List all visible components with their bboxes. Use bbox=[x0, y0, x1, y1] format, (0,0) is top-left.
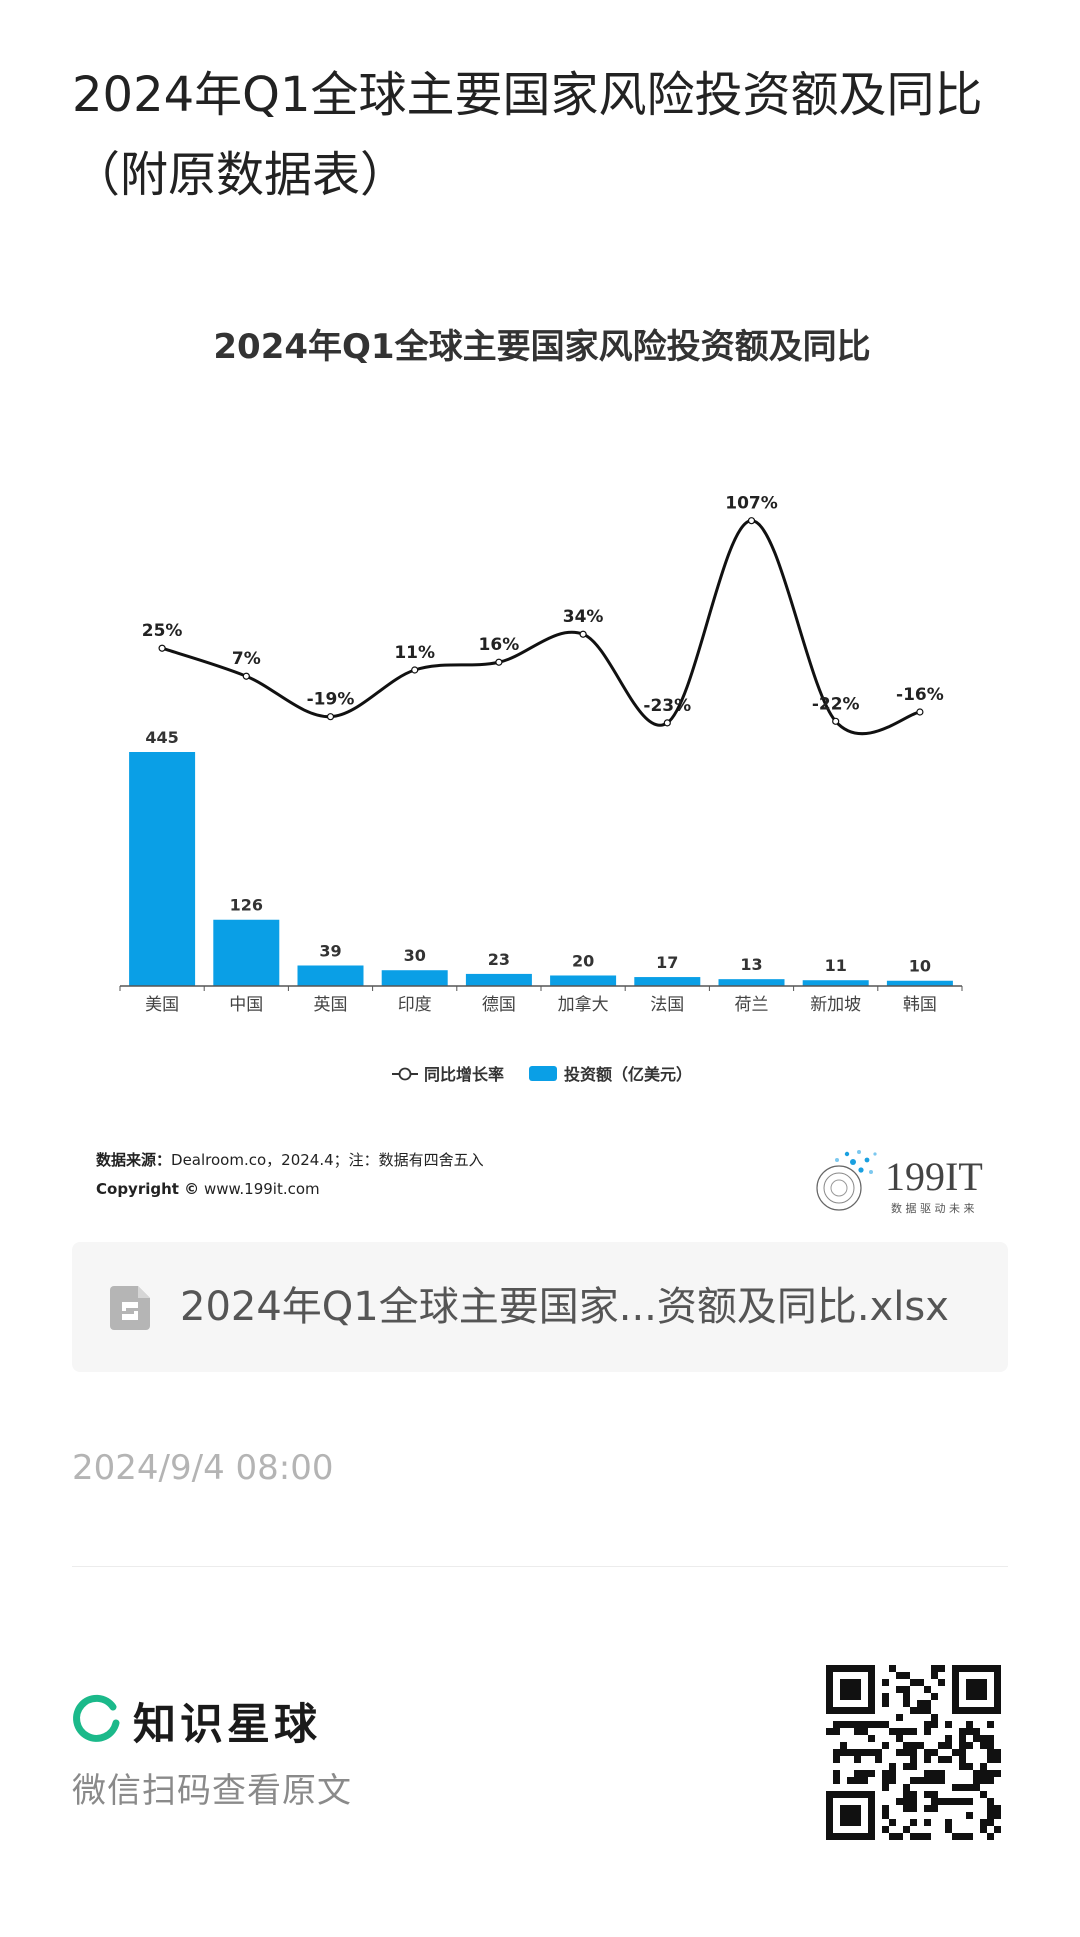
zsxq-logo-icon bbox=[73, 1694, 120, 1742]
category-label: 美国 bbox=[145, 995, 179, 1015]
source-text: Dealroom.co，2024.4；注：数据有四舍五入 bbox=[171, 1151, 484, 1169]
line-value-label: 107% bbox=[725, 494, 778, 514]
line-value-label: -19% bbox=[307, 690, 355, 710]
legend-bar-icon bbox=[529, 1066, 557, 1081]
bar-value-label: 23 bbox=[488, 950, 510, 969]
bar-10 bbox=[886, 980, 953, 986]
bar-value-label: 20 bbox=[572, 951, 594, 970]
bar-value-label: 17 bbox=[656, 953, 678, 972]
line-value-label: -22% bbox=[812, 694, 860, 714]
divider bbox=[72, 1566, 1008, 1567]
bar-4 bbox=[381, 970, 448, 986]
bar-value-label: 11 bbox=[825, 956, 847, 975]
line-point-8 bbox=[747, 517, 756, 525]
page-title: 2024年Q1全球主要国家风险投资额及同比（附原数据表） bbox=[72, 67, 983, 203]
platform-name: 知识星球 bbox=[133, 1700, 321, 1750]
bar-3 bbox=[297, 965, 364, 986]
bar-9 bbox=[802, 980, 869, 986]
brand-name: 199IT bbox=[885, 1154, 983, 1199]
bar-2 bbox=[213, 919, 280, 986]
category-label: 英国 bbox=[314, 995, 348, 1015]
category-label: 荷兰 bbox=[735, 995, 769, 1015]
chart-card: 2024年Q1全球主要国家风险投资额及同比 445 126 39 30 23 20 17 13… bbox=[72, 278, 1008, 1218]
line-point-10 bbox=[916, 708, 924, 716]
legend-bar-label: 投资额（亿美元） bbox=[564, 1065, 692, 1084]
bar-value-label: 13 bbox=[740, 955, 762, 974]
bar-5 bbox=[465, 973, 532, 986]
legend-line-label: 同比增长率 bbox=[424, 1065, 504, 1084]
line-value-label: -16% bbox=[896, 685, 944, 705]
brand-tagline: 数 据 驱 动 未 来 bbox=[891, 1201, 974, 1215]
attachment-file-name[interactable]: 2024年Q1全球主要国家...资额及同比.xlsx bbox=[180, 1284, 949, 1330]
line-point-5 bbox=[495, 658, 503, 666]
source-label: 数据来源： bbox=[96, 1151, 172, 1169]
bar-value-label: 10 bbox=[909, 957, 931, 976]
bar-6 bbox=[550, 975, 617, 986]
legend-marker-icon bbox=[398, 1067, 412, 1081]
line-point-4 bbox=[411, 666, 419, 674]
qr-code[interactable] bbox=[826, 1665, 1001, 1840]
scan-hint: 微信扫码查看原文 bbox=[72, 1771, 352, 1811]
bar-1 bbox=[129, 752, 196, 986]
line-point-9 bbox=[832, 717, 840, 725]
line-value-label: 25% bbox=[142, 621, 183, 641]
copyright-label: Copyright © bbox=[96, 1180, 200, 1198]
line-point-3 bbox=[326, 713, 335, 721]
category-label: 法国 bbox=[650, 995, 684, 1015]
legend: 同比增长率 投资额（亿美元） bbox=[392, 1065, 692, 1084]
bar-8 bbox=[718, 979, 785, 986]
chart-title: 2024年Q1全球主要国家风险投资额及同比 bbox=[213, 327, 870, 367]
line-point-7 bbox=[663, 719, 671, 727]
line-value-label: 16% bbox=[479, 635, 520, 655]
line-point-2 bbox=[242, 672, 250, 680]
copyright-text: www.199it.com bbox=[203, 1180, 320, 1198]
line-point-6 bbox=[579, 630, 587, 638]
chart: 2024年Q1全球主要国家风险投资额及同比 445 126 39 30 23 20 17 13… bbox=[119, 327, 963, 1084]
category-label: 印度 bbox=[398, 995, 432, 1015]
bar-7 bbox=[634, 977, 701, 986]
post-timestamp: 2024/9/4 08:00 bbox=[72, 1448, 334, 1488]
category-label: 加拿大 bbox=[558, 994, 609, 1015]
attachment-card[interactable]: 2024年Q1全球主要国家...资额及同比.xlsx bbox=[72, 1242, 1008, 1372]
spreadsheet-file-icon bbox=[110, 1286, 150, 1330]
bar-value-label: 30 bbox=[404, 946, 426, 965]
category-label: 德国 bbox=[482, 995, 516, 1015]
bar-value-label: 126 bbox=[230, 896, 263, 915]
line-value-label: 34% bbox=[563, 607, 604, 627]
category-label: 中国 bbox=[229, 995, 263, 1015]
line-point-1 bbox=[158, 644, 166, 652]
line-value-label: 7% bbox=[232, 649, 261, 669]
category-label: 韩国 bbox=[903, 995, 937, 1015]
dot-cluster-icon bbox=[816, 1150, 877, 1211]
bar-value-label: 39 bbox=[319, 941, 341, 960]
brand-logo: 199IT 数 据 驱 动 未 来 bbox=[816, 1150, 983, 1215]
source-note: 数据来源：Dealroom.co，2024.4；注：数据有四舍五入 Copyri… bbox=[96, 1146, 484, 1204]
bar-value-label: 445 bbox=[145, 728, 178, 747]
growth-rate-line bbox=[161, 519, 921, 736]
category-label: 新加坡 bbox=[810, 995, 861, 1015]
line-value-label: 11% bbox=[394, 643, 435, 663]
line-value-label: -23% bbox=[643, 696, 691, 716]
